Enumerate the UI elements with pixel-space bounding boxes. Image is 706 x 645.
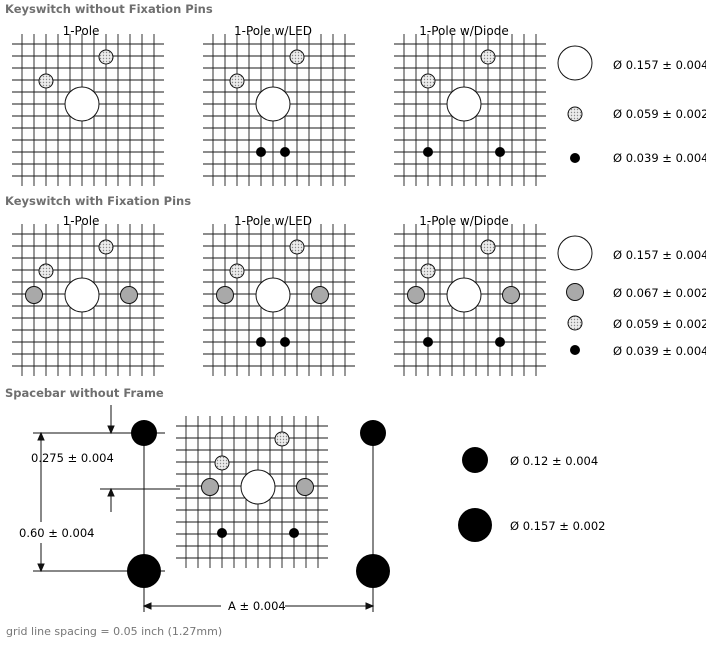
- legend-text: Ø 0.067 ± 0.002: [613, 286, 706, 300]
- legend-hole-large-white: [557, 45, 593, 81]
- stabilizer-hole-large: [127, 554, 161, 588]
- hole-large-white: [255, 86, 291, 122]
- hole-gray: [407, 286, 425, 304]
- legend-hole-gray: [566, 283, 584, 301]
- legend-text: Ø 0.059 ± 0.002: [613, 317, 706, 331]
- footprint-diagram: 1-Pole 1-Pole w/LED 1-Pole w/Diode 1-Pol…: [12, 24, 706, 613]
- hole-dotted: [229, 73, 245, 89]
- legend-hole-dotted: [567, 106, 583, 122]
- hole-dotted: [98, 49, 114, 65]
- dimension-label-060: 0.60 ± 0.004: [19, 526, 94, 540]
- section-title-spacebar: Spacebar without Frame: [5, 386, 164, 400]
- hole-gray: [201, 478, 219, 496]
- legend-hole-black: [570, 153, 580, 163]
- hole-large-white: [240, 469, 276, 505]
- hole-dotted: [214, 455, 230, 471]
- hole-gray: [216, 286, 234, 304]
- hole-black: [423, 337, 433, 347]
- legend-text: Ø 0.157 ± 0.004: [613, 58, 706, 72]
- hole-gray: [296, 478, 314, 496]
- legend-text: Ø 0.157 ± 0.002: [510, 519, 606, 533]
- hole-dotted: [38, 73, 54, 89]
- hole-black: [280, 337, 290, 347]
- dimension-label-a: A ± 0.004: [228, 599, 286, 613]
- hole-dotted: [274, 431, 290, 447]
- dimension-label-0275: 0.275 ± 0.004: [31, 451, 114, 465]
- hole-gray: [25, 286, 43, 304]
- hole-black: [280, 147, 290, 157]
- hole-black: [256, 337, 266, 347]
- holes-1pole-led: [229, 49, 305, 157]
- hole-black: [256, 147, 266, 157]
- hole-large-white: [64, 86, 100, 122]
- hole-black: [289, 528, 299, 538]
- dimension-060: [37, 431, 45, 573]
- hole-gray: [502, 286, 520, 304]
- hole-dotted: [289, 239, 305, 255]
- hole-dotted: [480, 239, 496, 255]
- hole-dotted: [420, 263, 436, 279]
- hole-dotted: [420, 73, 436, 89]
- legend-text: Ø 0.12 ± 0.004: [510, 454, 598, 468]
- panel-label-1pole: 1-Pole: [63, 214, 100, 228]
- hole-black: [495, 147, 505, 157]
- hole-dotted: [289, 49, 305, 65]
- hole-dotted: [38, 263, 54, 279]
- section-title-with-pins: Keyswitch with Fixation Pins: [5, 194, 192, 208]
- legend-hole-black-medium: [462, 447, 488, 473]
- hole-black: [495, 337, 505, 347]
- holes-1pole-diode-fixation: [407, 239, 520, 347]
- hole-dotted: [98, 239, 114, 255]
- dimension-a: [142, 602, 375, 610]
- panel-label-1pole-led: 1-Pole w/LED: [234, 24, 312, 38]
- panel-label-1pole-diode: 1-Pole w/Diode: [419, 214, 508, 228]
- holes-1pole-led-fixation: [216, 239, 329, 347]
- legend-hole-black: [570, 345, 580, 355]
- stabilizer-hole-large: [356, 554, 390, 588]
- legend-text: Ø 0.039 ± 0.004: [613, 151, 706, 165]
- legend-hole-dotted: [567, 315, 583, 331]
- holes-1pole-fixation: [25, 239, 138, 313]
- spacebar-frame-lines: [33, 420, 374, 612]
- hole-large-white: [255, 277, 291, 313]
- legend-hole-black-large: [458, 508, 492, 542]
- panel-label-1pole: 1-Pole: [63, 24, 100, 38]
- hole-large-white: [64, 277, 100, 313]
- holes-1pole: [38, 49, 114, 122]
- footnote-grid-spacing: grid line spacing = 0.05 inch (1.27mm): [6, 625, 223, 638]
- hole-black: [423, 147, 433, 157]
- panel-label-1pole-diode: 1-Pole w/Diode: [419, 24, 508, 38]
- hole-large-white: [446, 277, 482, 313]
- dimension-0275: [107, 405, 115, 512]
- spacebar-stabilizer-holes: [127, 420, 390, 588]
- panel-label-1pole-led: 1-Pole w/LED: [234, 214, 312, 228]
- legend-hole-large-white: [557, 235, 593, 271]
- hole-dotted: [480, 49, 496, 65]
- hole-gray: [120, 286, 138, 304]
- hole-large-white: [446, 86, 482, 122]
- legend-text: Ø 0.157 ± 0.004: [613, 248, 706, 262]
- section-title-without-pins: Keyswitch without Fixation Pins: [5, 2, 213, 16]
- hole-gray: [311, 286, 329, 304]
- legend-text: Ø 0.039 ± 0.004: [613, 344, 706, 358]
- stabilizer-hole-small: [360, 420, 386, 446]
- stabilizer-hole-small: [131, 420, 157, 446]
- hole-dotted: [229, 263, 245, 279]
- legend-text: Ø 0.059 ± 0.002: [613, 107, 706, 121]
- holes-1pole-diode: [420, 49, 505, 157]
- holes-spacebar: [201, 431, 314, 538]
- hole-black: [217, 528, 227, 538]
